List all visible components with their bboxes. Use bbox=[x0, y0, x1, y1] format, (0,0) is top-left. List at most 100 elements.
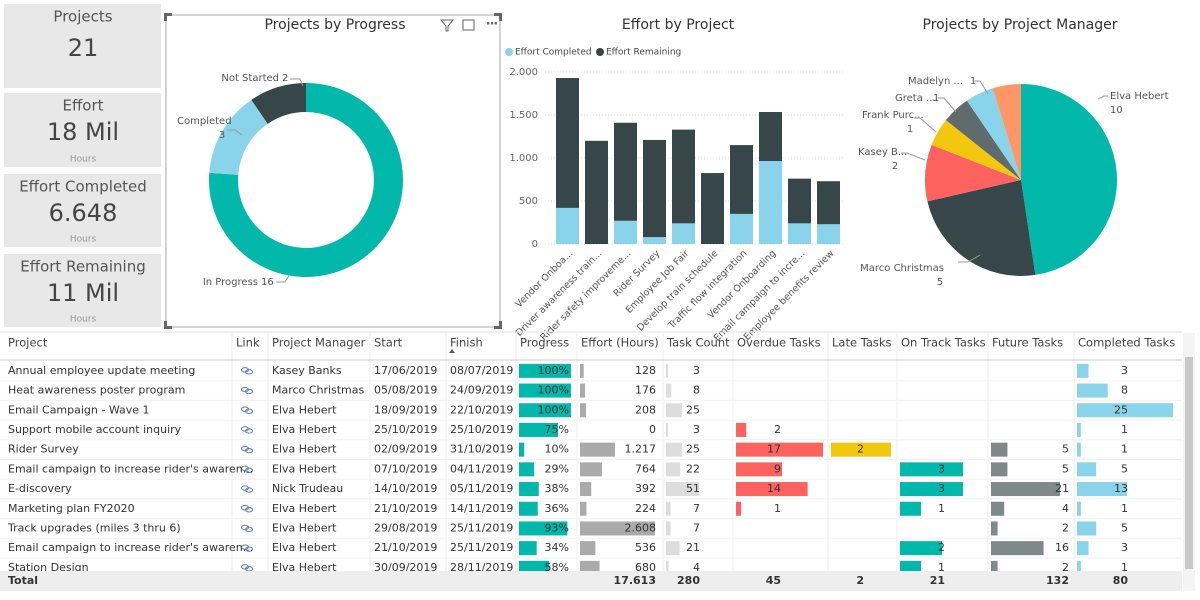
donut-segment bbox=[208, 83, 403, 277]
link-icon[interactable] bbox=[241, 465, 253, 474]
link-ring bbox=[245, 526, 253, 533]
cell-value: 680 bbox=[635, 561, 656, 574]
kpi-card bbox=[4, 93, 161, 167]
cell-text: E-discovery bbox=[8, 482, 72, 495]
data-bar bbox=[519, 462, 535, 477]
data-bar bbox=[666, 541, 680, 556]
data-bar bbox=[666, 422, 668, 437]
column-header: Effort (Hours) bbox=[581, 336, 659, 350]
column-header: Late Tasks bbox=[832, 336, 892, 350]
sort-arrow bbox=[449, 349, 455, 353]
cell-text: Heat awareness poster program bbox=[8, 384, 185, 397]
cell-value: 208 bbox=[635, 403, 656, 416]
y-tick-label: 1.500 bbox=[509, 110, 538, 121]
link-icon[interactable] bbox=[241, 406, 253, 414]
kpi-value: 11 Mil bbox=[47, 279, 119, 307]
cell-value: 224 bbox=[635, 502, 656, 515]
cell-value: 21 bbox=[1055, 482, 1069, 495]
link-icon[interactable] bbox=[241, 367, 253, 375]
bar-segment bbox=[556, 78, 579, 208]
data-bar bbox=[1077, 541, 1089, 556]
cell-value: 51 bbox=[686, 482, 700, 495]
data-bar bbox=[991, 501, 1005, 516]
data-bar bbox=[991, 462, 1008, 477]
cell-text: 05/11/2019 bbox=[450, 482, 513, 495]
cell-value: 1 bbox=[1121, 423, 1128, 436]
column-header: On Track Tasks bbox=[901, 336, 986, 350]
data-bar bbox=[900, 501, 921, 516]
cell-text: 21/10/2019 bbox=[374, 541, 437, 554]
data-bar bbox=[666, 560, 669, 575]
leader-line bbox=[290, 78, 304, 87]
data-bar bbox=[736, 442, 823, 457]
data-bar bbox=[666, 501, 671, 516]
link-ring bbox=[245, 447, 253, 454]
cell-text: Email campaign to increase rider's aware… bbox=[8, 462, 253, 475]
data-bar bbox=[900, 482, 963, 497]
kpi-unit: Hours bbox=[70, 235, 97, 245]
link-icon[interactable] bbox=[241, 426, 253, 434]
bar-segment bbox=[759, 111, 782, 162]
kpi-label: Effort bbox=[62, 97, 103, 115]
data-bar bbox=[736, 482, 808, 497]
kpi-value: 18 Mil bbox=[47, 118, 119, 146]
total-value: 21 bbox=[930, 574, 945, 587]
svg-text:···: ··· bbox=[486, 17, 497, 31]
column-header: Completed Tasks bbox=[1078, 336, 1175, 350]
cell-value: 25 bbox=[1114, 403, 1128, 416]
cell-value: 13 bbox=[1114, 482, 1128, 495]
cell-value: 7 bbox=[693, 502, 700, 515]
pie-slice bbox=[1021, 84, 1118, 275]
total-value: 17.613 bbox=[614, 574, 656, 587]
link-ring bbox=[245, 467, 253, 474]
donut-segment bbox=[251, 83, 306, 124]
leader-line bbox=[901, 152, 926, 161]
link-icon[interactable] bbox=[241, 505, 253, 513]
cell-text: Elva Hebert bbox=[272, 561, 337, 574]
link-ring bbox=[245, 546, 253, 552]
link-icon[interactable] bbox=[241, 544, 253, 552]
leader-line bbox=[974, 80, 989, 95]
column-header: Overdue Tasks bbox=[737, 336, 821, 350]
data-bar bbox=[900, 541, 942, 556]
data-bar bbox=[666, 442, 683, 457]
cell-value: 100% bbox=[538, 384, 569, 397]
link-icon[interactable] bbox=[241, 445, 253, 454]
data-bar bbox=[1077, 501, 1081, 516]
bar-segment bbox=[643, 139, 666, 238]
cell-value: 128 bbox=[635, 364, 656, 377]
leader-line bbox=[1097, 95, 1108, 100]
cell-text: 25/11/2019 bbox=[450, 521, 513, 534]
cell-text: Elva Hebert bbox=[272, 423, 337, 436]
link-icon[interactable] bbox=[241, 564, 253, 572]
bar-segment bbox=[614, 122, 637, 221]
leader-line bbox=[938, 97, 957, 113]
kpi-unit: Hours bbox=[70, 315, 97, 325]
data-bar bbox=[1077, 462, 1097, 477]
data-bar bbox=[666, 462, 681, 477]
total-value: 80 bbox=[1113, 574, 1129, 587]
cell-value: 16 bbox=[1055, 541, 1069, 554]
cell-value: 3 bbox=[1121, 364, 1128, 377]
cell-value: 2 bbox=[774, 423, 781, 436]
data-bar bbox=[580, 521, 655, 536]
link-icon[interactable] bbox=[241, 524, 253, 533]
cell-value: 1.217 bbox=[625, 443, 657, 456]
visual-icons[interactable]: ··· bbox=[439, 16, 498, 32]
data-bar bbox=[580, 501, 587, 516]
data-bar bbox=[991, 560, 998, 575]
cell-text: Kasey Banks bbox=[272, 364, 342, 377]
cell-text: 25/11/2019 bbox=[450, 541, 513, 554]
scroll-thumb[interactable] bbox=[1185, 357, 1193, 569]
bar-segment bbox=[672, 129, 695, 224]
pie-slice bbox=[966, 88, 1021, 180]
cell-value: 58% bbox=[545, 561, 569, 574]
data-bar bbox=[519, 501, 538, 516]
link-icon[interactable] bbox=[241, 485, 253, 493]
link-icon[interactable] bbox=[241, 386, 253, 395]
bar-segment bbox=[788, 178, 811, 224]
y-tick-label: 2.000 bbox=[509, 67, 538, 78]
data-label-value: 10 bbox=[1110, 105, 1123, 116]
cell-text: 17/06/2019 bbox=[374, 364, 437, 377]
frame-handles bbox=[164, 13, 502, 329]
